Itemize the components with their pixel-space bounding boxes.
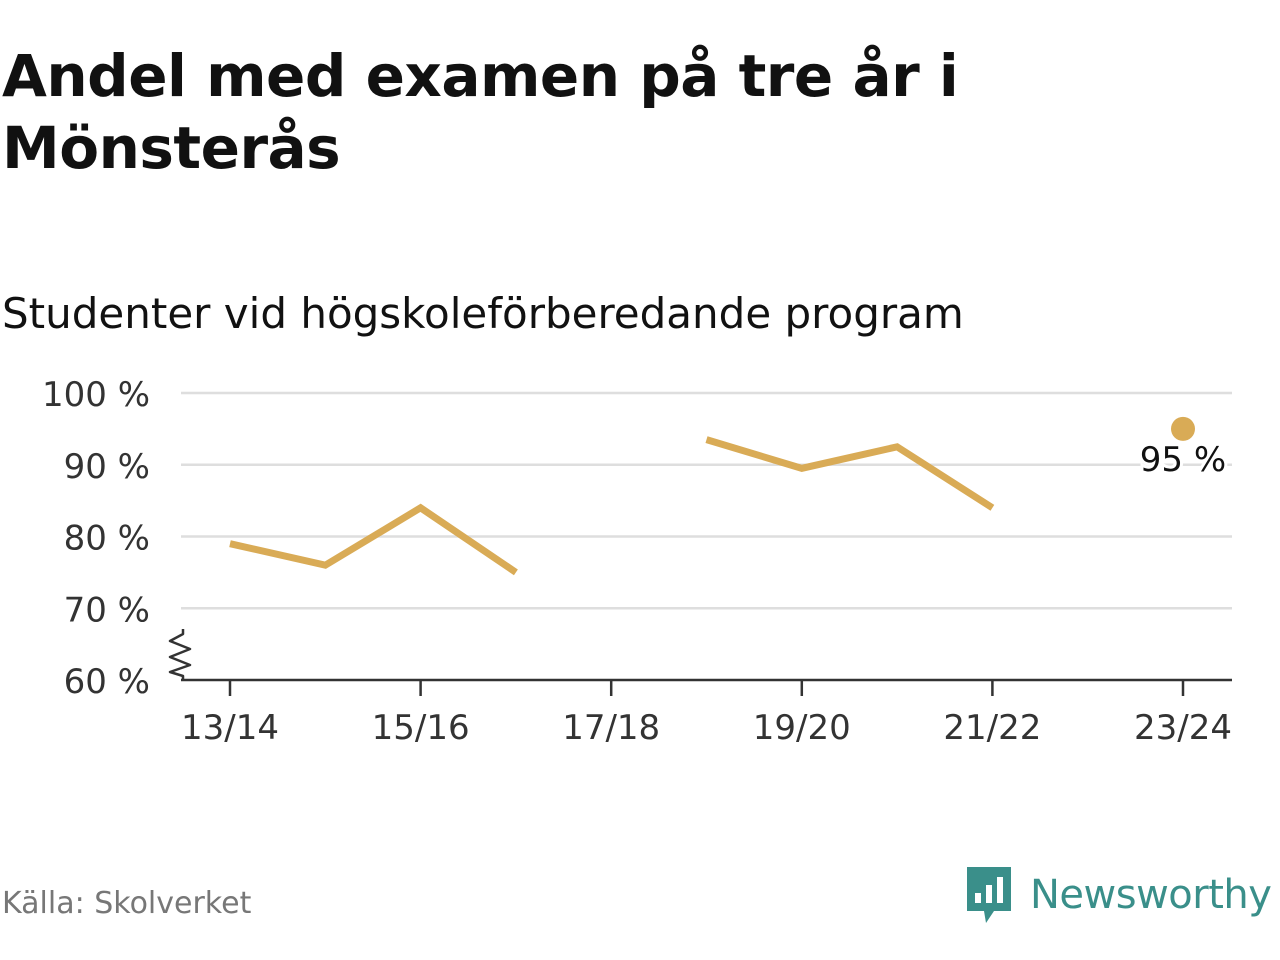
x-tick-label: 23/24: [1134, 708, 1232, 748]
y-tick-label: 90 %: [64, 447, 150, 487]
source-note: Källa: Skolverket: [2, 886, 252, 921]
x-tick-label: 15/16: [372, 708, 470, 748]
brand-name: Newsworthy: [1030, 872, 1272, 918]
x-tick-label: 19/20: [753, 708, 851, 748]
x-tick-label: 21/22: [943, 708, 1041, 748]
data-point: [1171, 416, 1195, 441]
x-tick-label: 17/18: [562, 708, 660, 748]
y-tick-label: 60 %: [64, 662, 150, 702]
chart-title: Andel med examen på tre år i Mönsterås: [2, 42, 959, 182]
brand-logo: Newsworthy: [964, 864, 1272, 926]
y-tick-label: 80 %: [64, 519, 150, 559]
y-tick-label: 70 %: [64, 590, 150, 630]
y-tick-label: 100 %: [42, 375, 150, 415]
bar-chart-speech-bubble-icon: [967, 867, 1011, 923]
axis-break-icon: [168, 629, 192, 680]
chart-subtitle: Studenter vid högskoleförberedande progr…: [2, 289, 964, 338]
series-line: [229, 503, 518, 576]
x-tick-label: 13/14: [181, 708, 279, 748]
series-line: [705, 436, 995, 511]
data-label: 95 %: [1140, 440, 1226, 480]
